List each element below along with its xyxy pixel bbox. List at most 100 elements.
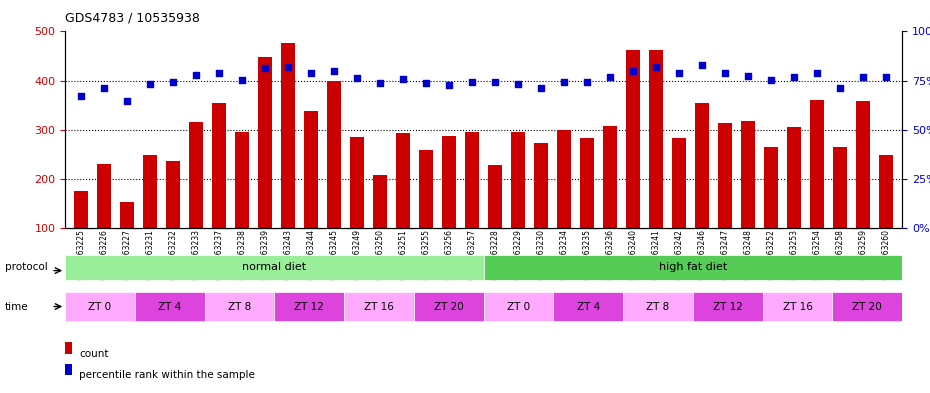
Bar (787, 127, 801, 277)
Text: high fat diet: high fat diet (658, 262, 727, 272)
Text: normal diet: normal diet (243, 262, 306, 272)
Bar (879, 155, 893, 277)
FancyBboxPatch shape (414, 292, 484, 321)
Text: GDS4783 / 10535938: GDS4783 / 10535938 (65, 12, 200, 25)
Bar (741, 121, 755, 277)
Bar (419, 150, 433, 277)
Text: ZT 20: ZT 20 (434, 301, 463, 312)
Bar (534, 143, 548, 277)
FancyBboxPatch shape (274, 292, 344, 321)
Point (212, 70, 227, 76)
Bar (166, 161, 180, 277)
Point (603, 74, 618, 80)
Bar (484, 228, 507, 230)
Bar (810, 100, 824, 277)
Bar (760, 228, 782, 230)
Text: time: time (5, 301, 28, 312)
Bar (465, 132, 479, 277)
Bar (852, 228, 874, 230)
Bar (65, 342, 73, 354)
Bar (143, 155, 157, 277)
Bar (626, 50, 640, 277)
Bar (304, 111, 318, 277)
Bar (70, 228, 93, 230)
Point (189, 72, 204, 78)
Point (856, 73, 870, 80)
Point (534, 85, 549, 91)
Bar (442, 136, 456, 277)
Point (142, 81, 157, 87)
Bar (373, 175, 387, 277)
Bar (327, 81, 341, 277)
FancyBboxPatch shape (623, 292, 693, 321)
Point (258, 65, 272, 72)
Point (810, 70, 825, 76)
Point (97, 85, 112, 92)
Point (350, 75, 365, 81)
Bar (529, 228, 552, 230)
Point (832, 85, 847, 91)
Point (718, 70, 733, 76)
Bar (805, 228, 829, 230)
Text: ZT 4: ZT 4 (577, 301, 600, 312)
Text: ZT 12: ZT 12 (712, 301, 743, 312)
Point (465, 79, 480, 85)
Bar (672, 138, 686, 277)
FancyBboxPatch shape (763, 292, 832, 321)
Bar (281, 43, 295, 277)
Text: ZT 0: ZT 0 (88, 301, 112, 312)
Bar (254, 228, 276, 230)
Bar (259, 57, 272, 277)
Point (787, 73, 802, 80)
Bar (621, 228, 644, 230)
Point (740, 72, 755, 79)
Point (281, 64, 296, 70)
Text: ZT 8: ZT 8 (228, 301, 251, 312)
Point (395, 76, 410, 82)
Point (511, 81, 525, 87)
Bar (346, 228, 368, 230)
Bar (438, 228, 460, 230)
FancyBboxPatch shape (205, 292, 274, 321)
FancyBboxPatch shape (693, 292, 763, 321)
Text: ZT 16: ZT 16 (782, 301, 813, 312)
Point (418, 80, 433, 86)
Bar (713, 228, 737, 230)
FancyBboxPatch shape (553, 292, 623, 321)
Point (373, 80, 388, 86)
Text: protocol: protocol (5, 262, 47, 272)
Bar (392, 228, 415, 230)
Bar (668, 228, 691, 230)
Point (234, 76, 249, 83)
Bar (98, 164, 111, 277)
Bar (190, 122, 203, 277)
Bar (235, 132, 249, 277)
Point (557, 79, 572, 85)
Bar (649, 50, 663, 277)
Point (648, 64, 663, 70)
Bar (764, 147, 777, 277)
Point (671, 70, 686, 76)
Bar (120, 202, 134, 277)
Point (695, 62, 710, 68)
Bar (212, 103, 226, 277)
Bar (65, 364, 73, 375)
Point (879, 73, 894, 80)
Bar (351, 137, 364, 277)
FancyBboxPatch shape (484, 255, 902, 280)
Text: percentile rank within the sample: percentile rank within the sample (79, 370, 255, 380)
Bar (833, 147, 847, 277)
Point (73, 93, 88, 99)
Point (442, 83, 457, 89)
Point (304, 70, 319, 76)
Bar (557, 130, 571, 277)
Bar (576, 228, 599, 230)
FancyBboxPatch shape (65, 255, 484, 280)
FancyBboxPatch shape (484, 292, 553, 321)
Text: ZT 4: ZT 4 (158, 301, 181, 312)
Bar (115, 228, 139, 230)
Bar (488, 165, 502, 277)
Text: ZT 0: ZT 0 (507, 301, 530, 312)
Point (579, 79, 594, 85)
FancyBboxPatch shape (65, 292, 135, 321)
